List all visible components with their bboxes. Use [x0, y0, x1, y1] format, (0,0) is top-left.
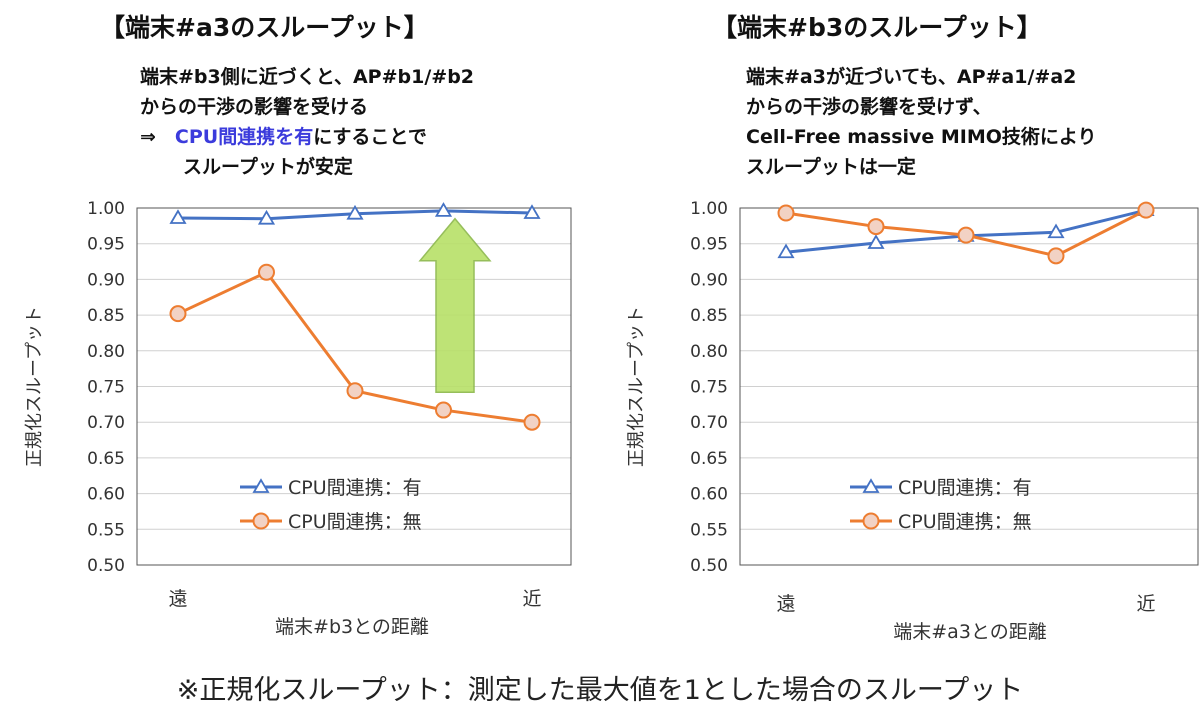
- legend-marker-triangle: [252, 478, 270, 493]
- chart-title: 【端末#b3のスループット】: [712, 13, 1042, 42]
- data-point-circle: [1137, 201, 1155, 219]
- data-point-circle: [258, 263, 275, 281]
- annotation-line-2: からの干渉の影響を受けず、: [746, 96, 992, 118]
- legend-marker-circle: [252, 512, 270, 530]
- data-point-triangle: [257, 209, 276, 225]
- y-tick-label: 0.60: [690, 485, 728, 505]
- y-tick-label: 0.50: [87, 556, 125, 576]
- legend-label: CPU間連携：無: [898, 511, 1032, 533]
- annotation-line-1: 端末#a3が近づいても、AP#a1/#a2: [746, 66, 1077, 88]
- plot-frame: [739, 207, 1199, 566]
- data-point-triangle: [867, 234, 885, 249]
- x-tick-label: 遠: [168, 588, 187, 610]
- y-tick-label: 0.80: [690, 342, 728, 362]
- y-tick-label: 1.00: [87, 199, 125, 219]
- data-point-circle: [346, 382, 364, 400]
- chart-annotation: 端末#b3側に近づくと、AP#b1/#b2 からの干渉の影響を受ける ⇒ CPU…: [140, 62, 474, 182]
- x-tick-label: 遠: [776, 593, 795, 615]
- data-point-circle: [1047, 247, 1065, 265]
- data-point-circle: [777, 204, 795, 222]
- data-point-circle: [957, 226, 975, 244]
- data-point-circle: [867, 218, 885, 236]
- annotation-line-2: からの干渉の影響を受ける: [140, 96, 369, 118]
- data-point-circle: [523, 413, 541, 431]
- chart-svg: 1.00 0.95 0.90 0.85 0.80 0.75 0.70 0.65 0.60 0.55…: [626, 199, 1199, 643]
- y-tick-label: 0.75: [690, 378, 728, 398]
- y-tick-label: 0.95: [87, 235, 125, 255]
- annotation-line-4: スループットは一定: [746, 156, 916, 178]
- data-point-triangle: [434, 202, 453, 217]
- annotation-suffix: にすることで: [313, 126, 427, 148]
- series-line: [177, 270, 533, 424]
- chart-panel-b: 【端末#b3のスループット】 端末#a3が近づいても、AP#a1/#a2 からの…: [600, 0, 1200, 660]
- x-axis-label: 端末#b3との距離: [275, 616, 429, 638]
- data-point-circle: [169, 305, 187, 323]
- data-point-triangle: [1047, 223, 1065, 239]
- y-tick-label: 0.50: [690, 556, 728, 576]
- annotation-line-3: Cell-Free massive MIMO技術により: [746, 126, 1097, 148]
- improvement-arrow: [418, 217, 492, 393]
- y-axis-label: 正規化スループット: [626, 306, 647, 467]
- legend-label: CPU間連携：有: [288, 477, 422, 499]
- legend-marker-circle: [862, 512, 880, 530]
- x-tick-label: 近: [1136, 593, 1155, 615]
- footnote: ※正規化スループット：測定した最大値を1とした場合のスループット: [176, 675, 1024, 706]
- legend-label: CPU間連携：無: [288, 511, 422, 533]
- data-point-circle: [435, 401, 452, 419]
- y-tick-label: 0.70: [690, 413, 728, 433]
- annotation-line-3: ⇒ CPU間連携を有にすることで: [140, 122, 474, 152]
- data-point-triangle: [169, 209, 187, 224]
- legend-marker-triangle: [862, 478, 880, 493]
- y-tick-label: 0.65: [690, 449, 728, 469]
- annotation-line-1: 端末#b3側に近づくと、AP#b1/#b2: [140, 66, 475, 88]
- y-tick-label: 0.85: [690, 306, 728, 326]
- y-tick-label: 0.90: [690, 270, 728, 290]
- annotation-highlight: CPU間連携を有: [174, 126, 314, 148]
- data-point-triangle: [523, 204, 541, 219]
- y-tick-label: 0.85: [87, 306, 125, 326]
- annotation-line-4: スループットが安定: [183, 156, 353, 178]
- y-tick-label: 0.95: [690, 235, 728, 255]
- data-point-triangle: [346, 204, 364, 220]
- x-tick-label: 近: [522, 588, 541, 610]
- annotation-arrow-prefix: ⇒: [140, 126, 175, 148]
- data-point-triangle: [777, 243, 795, 259]
- chart-panel-a: 【端末#a3のスループット】 端末#b3側に近づくと、AP#b1/#b2 からの…: [0, 0, 600, 660]
- y-tick-label: 0.90: [87, 270, 125, 290]
- chart-annotation: 端末#a3が近づいても、AP#a1/#a2 からの干渉の影響を受けず、 Cell…: [746, 62, 1097, 182]
- chart-svg: 1.00 0.95 0.90 0.85 0.80 0.75 0.70 0.65 0.60 0.55…: [24, 199, 572, 638]
- y-axis-label: 正規化スループット: [24, 306, 45, 467]
- y-tick-label: 0.65: [87, 449, 125, 469]
- x-axis-label: 端末#a3との距離: [893, 621, 1046, 643]
- chart-title: 【端末#a3のスループット】: [100, 13, 429, 42]
- y-tick-label: 0.70: [87, 413, 125, 433]
- y-tick-label: 0.75: [87, 378, 125, 398]
- y-tick-label: 0.55: [87, 520, 125, 540]
- y-tick-label: 0.80: [87, 342, 125, 362]
- legend-label: CPU間連携：有: [898, 477, 1032, 499]
- y-tick-label: 0.55: [690, 520, 728, 540]
- y-tick-label: 0.60: [87, 485, 125, 505]
- y-tick-label: 1.00: [690, 199, 728, 219]
